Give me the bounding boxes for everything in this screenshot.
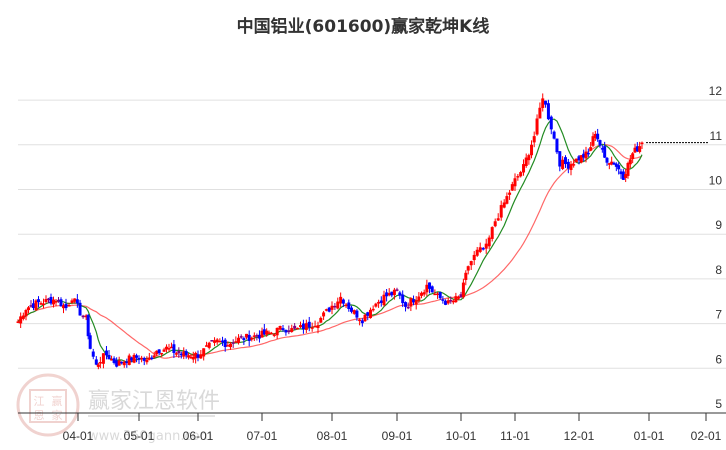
x-tick-label: 07-01	[247, 429, 278, 443]
chart-title: 中国铝业(601600)赢家乾坤K线	[236, 17, 490, 37]
x-tick-label: 02-01	[691, 429, 722, 443]
y-tick-label: 11	[710, 129, 723, 143]
x-axis: 04-01 05-01 06-01 07-01 08-01 09-01 10-01 11-01…	[18, 412, 726, 443]
ma-short-line	[17, 118, 643, 363]
y-tick-label: 6	[715, 352, 722, 366]
x-tick-label: 04-01	[63, 429, 94, 443]
watermark-brand: 赢家江恩软件	[88, 389, 220, 414]
watermark-seal-char: 家	[52, 408, 63, 422]
y-tick-label: 12	[709, 84, 723, 98]
x-tick-label: 06-01	[183, 429, 214, 443]
x-tick-label: 09-01	[382, 429, 413, 443]
y-tick-label: 8	[715, 263, 722, 277]
watermark: 江 赢 恩 家 赢家江恩软件 www.360gann.com	[16, 373, 220, 444]
ma-long-line	[17, 143, 643, 359]
y-tick-label: 7	[715, 308, 722, 322]
candlesticks	[16, 93, 644, 370]
watermark-seal-char: 恩	[34, 409, 45, 422]
gridlines	[18, 99, 726, 369]
x-tick-label: 11-01	[500, 429, 530, 443]
watermark-seal-char: 赢	[52, 394, 63, 408]
x-tick-label: 01-01	[634, 429, 665, 443]
x-tick-label: 10-01	[446, 429, 477, 443]
y-axis: 5 6 7 8 9 10 11 12	[709, 84, 723, 411]
y-tick-label: 10	[709, 174, 723, 188]
watermark-seal-char: 江	[34, 395, 45, 408]
x-tick-label: 05-01	[124, 429, 155, 443]
watermark-url: www.360gann.com	[88, 429, 212, 444]
x-tick-label: 12-01	[564, 429, 595, 443]
y-tick-label: 9	[715, 218, 722, 232]
y-tick-label: 5	[715, 397, 722, 411]
x-tick-label: 08-01	[317, 429, 348, 443]
